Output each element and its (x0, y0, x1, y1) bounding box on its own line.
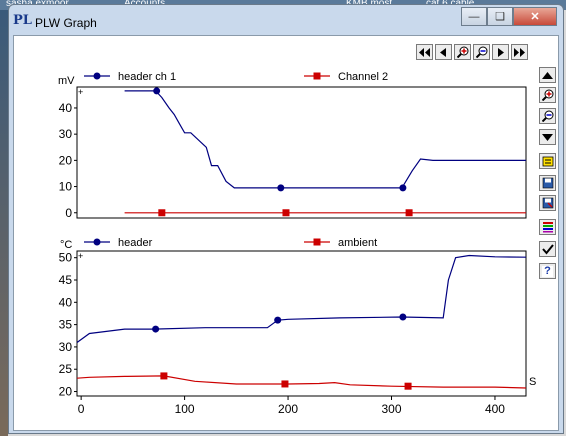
zoom-out-icon (541, 110, 553, 122)
window-controls: — ❑ ✕ (461, 7, 557, 27)
zoom-out-vertical-button[interactable] (539, 108, 556, 124)
save-button[interactable] (539, 175, 556, 191)
y-tick-label: 40 (59, 295, 73, 309)
legend-marker (313, 238, 321, 246)
legend-label: header (118, 237, 153, 249)
restore-icon: ❑ (495, 11, 505, 23)
close-button[interactable]: ✕ (513, 7, 557, 26)
series-line (76, 375, 527, 389)
data-point-marker (158, 209, 166, 217)
legend-label: header ch 1 (118, 71, 176, 83)
data-point-marker (404, 382, 412, 390)
floppy-disk-icon (542, 177, 553, 189)
x-axis-label: Sec (529, 376, 536, 388)
chart-panel-1: mV 0 10 20 30 40 header ch 1 Channel 2 + (58, 71, 527, 220)
data-point-marker (277, 184, 285, 192)
zoom-in-icon (541, 89, 553, 101)
data-point-marker (153, 87, 161, 95)
y-unit-label: °C (60, 239, 72, 251)
data-point-marker (160, 372, 168, 380)
x-tick-label: 400 (485, 402, 505, 416)
y-tick-label: 50 (59, 251, 73, 265)
properties-button[interactable] (539, 153, 556, 169)
y-tick-label: 25 (59, 362, 73, 376)
maximize-button[interactable]: ❑ (487, 7, 513, 26)
triangle-up-icon (542, 71, 553, 79)
plot-origin-mark: + (78, 87, 83, 97)
y-tick-label: 35 (59, 318, 73, 332)
properties-icon (542, 156, 553, 167)
chart-panel-2: °C 20 25 30 35 40 45 50 0 100 200 300 400 Sec header am… (59, 237, 536, 416)
zoom-in-icon (456, 46, 468, 58)
last-page-button[interactable] (511, 44, 528, 60)
y-tick-label: 10 (59, 180, 73, 194)
close-icon: ✕ (530, 11, 540, 23)
y-tick-label: 30 (59, 340, 73, 354)
fast-forward-icon (514, 47, 525, 57)
zoom-out-icon (475, 46, 487, 58)
zoom-in-button[interactable] (454, 44, 471, 60)
help-button[interactable]: ? (539, 263, 556, 279)
play-left-icon (440, 47, 446, 57)
rewind-icon (419, 47, 430, 57)
plot-canvas: mV 0 10 20 30 40 header ch 1 Channel 2 + °C 20 25 30… (58, 71, 536, 416)
app-icon: PL (13, 13, 32, 28)
plot-frame (76, 250, 527, 397)
y-tick-label: 0 (65, 206, 72, 220)
legend-marker (93, 72, 101, 80)
scroll-down-button[interactable] (539, 129, 556, 145)
minimize-button[interactable]: — (461, 7, 487, 26)
scroll-up-button[interactable] (539, 67, 556, 83)
triangle-down-icon (542, 133, 553, 141)
data-point-marker (399, 313, 407, 321)
help-icon: ? (542, 265, 553, 277)
first-page-button[interactable] (416, 44, 433, 60)
play-right-icon (498, 47, 504, 57)
zoom-out-button[interactable] (473, 44, 490, 60)
series-line (76, 254, 527, 343)
save-as-icon (542, 197, 553, 209)
legend-label: ambient (338, 237, 377, 249)
data-point-marker (281, 380, 289, 388)
y-tick-label: 45 (59, 273, 73, 287)
graph-area: ? mV 0 10 20 30 40 header ch 1 Channel 2 + °C 20 25… (13, 35, 559, 431)
data-point-marker (399, 184, 407, 192)
legend-marker (93, 238, 101, 246)
plw-graph-window: PL PLW Graph — ❑ ✕ ? mV 0 (8, 4, 564, 434)
background-desktop (0, 10, 8, 436)
series-line (124, 90, 526, 189)
previous-page-button[interactable] (435, 44, 452, 60)
minimize-icon: — (468, 10, 480, 23)
color-legend-button[interactable] (539, 219, 556, 235)
data-point-marker (152, 325, 160, 333)
window-title: PLW Graph (35, 16, 97, 30)
y-tick-label: 40 (59, 101, 73, 115)
x-tick-label: 100 (175, 402, 195, 416)
x-tick-label: 200 (278, 402, 298, 416)
plot-origin-mark: + (78, 251, 83, 261)
title-bar[interactable]: PL PLW Graph — ❑ ✕ (9, 5, 563, 35)
legend-marker (313, 72, 321, 80)
y-tick-label: 30 (59, 127, 73, 141)
zoom-in-vertical-button[interactable] (539, 87, 556, 103)
y-unit-label: mV (58, 75, 75, 87)
data-point-marker (282, 209, 290, 217)
check-button[interactable] (539, 241, 556, 257)
plot-frame (76, 86, 527, 219)
checkmark-icon (541, 244, 554, 255)
data-point-marker (274, 316, 282, 324)
data-point-marker (405, 209, 413, 217)
save-as-button[interactable] (539, 195, 556, 211)
y-tick-label: 20 (59, 385, 73, 399)
y-tick-label: 20 (59, 153, 73, 167)
next-page-button[interactable] (492, 44, 509, 60)
navigation-toolbar (416, 44, 528, 60)
legend-label: Channel 2 (338, 71, 388, 83)
x-tick-label: 300 (381, 402, 401, 416)
color-bars-icon (542, 222, 553, 233)
x-tick-label: 0 (78, 402, 85, 416)
